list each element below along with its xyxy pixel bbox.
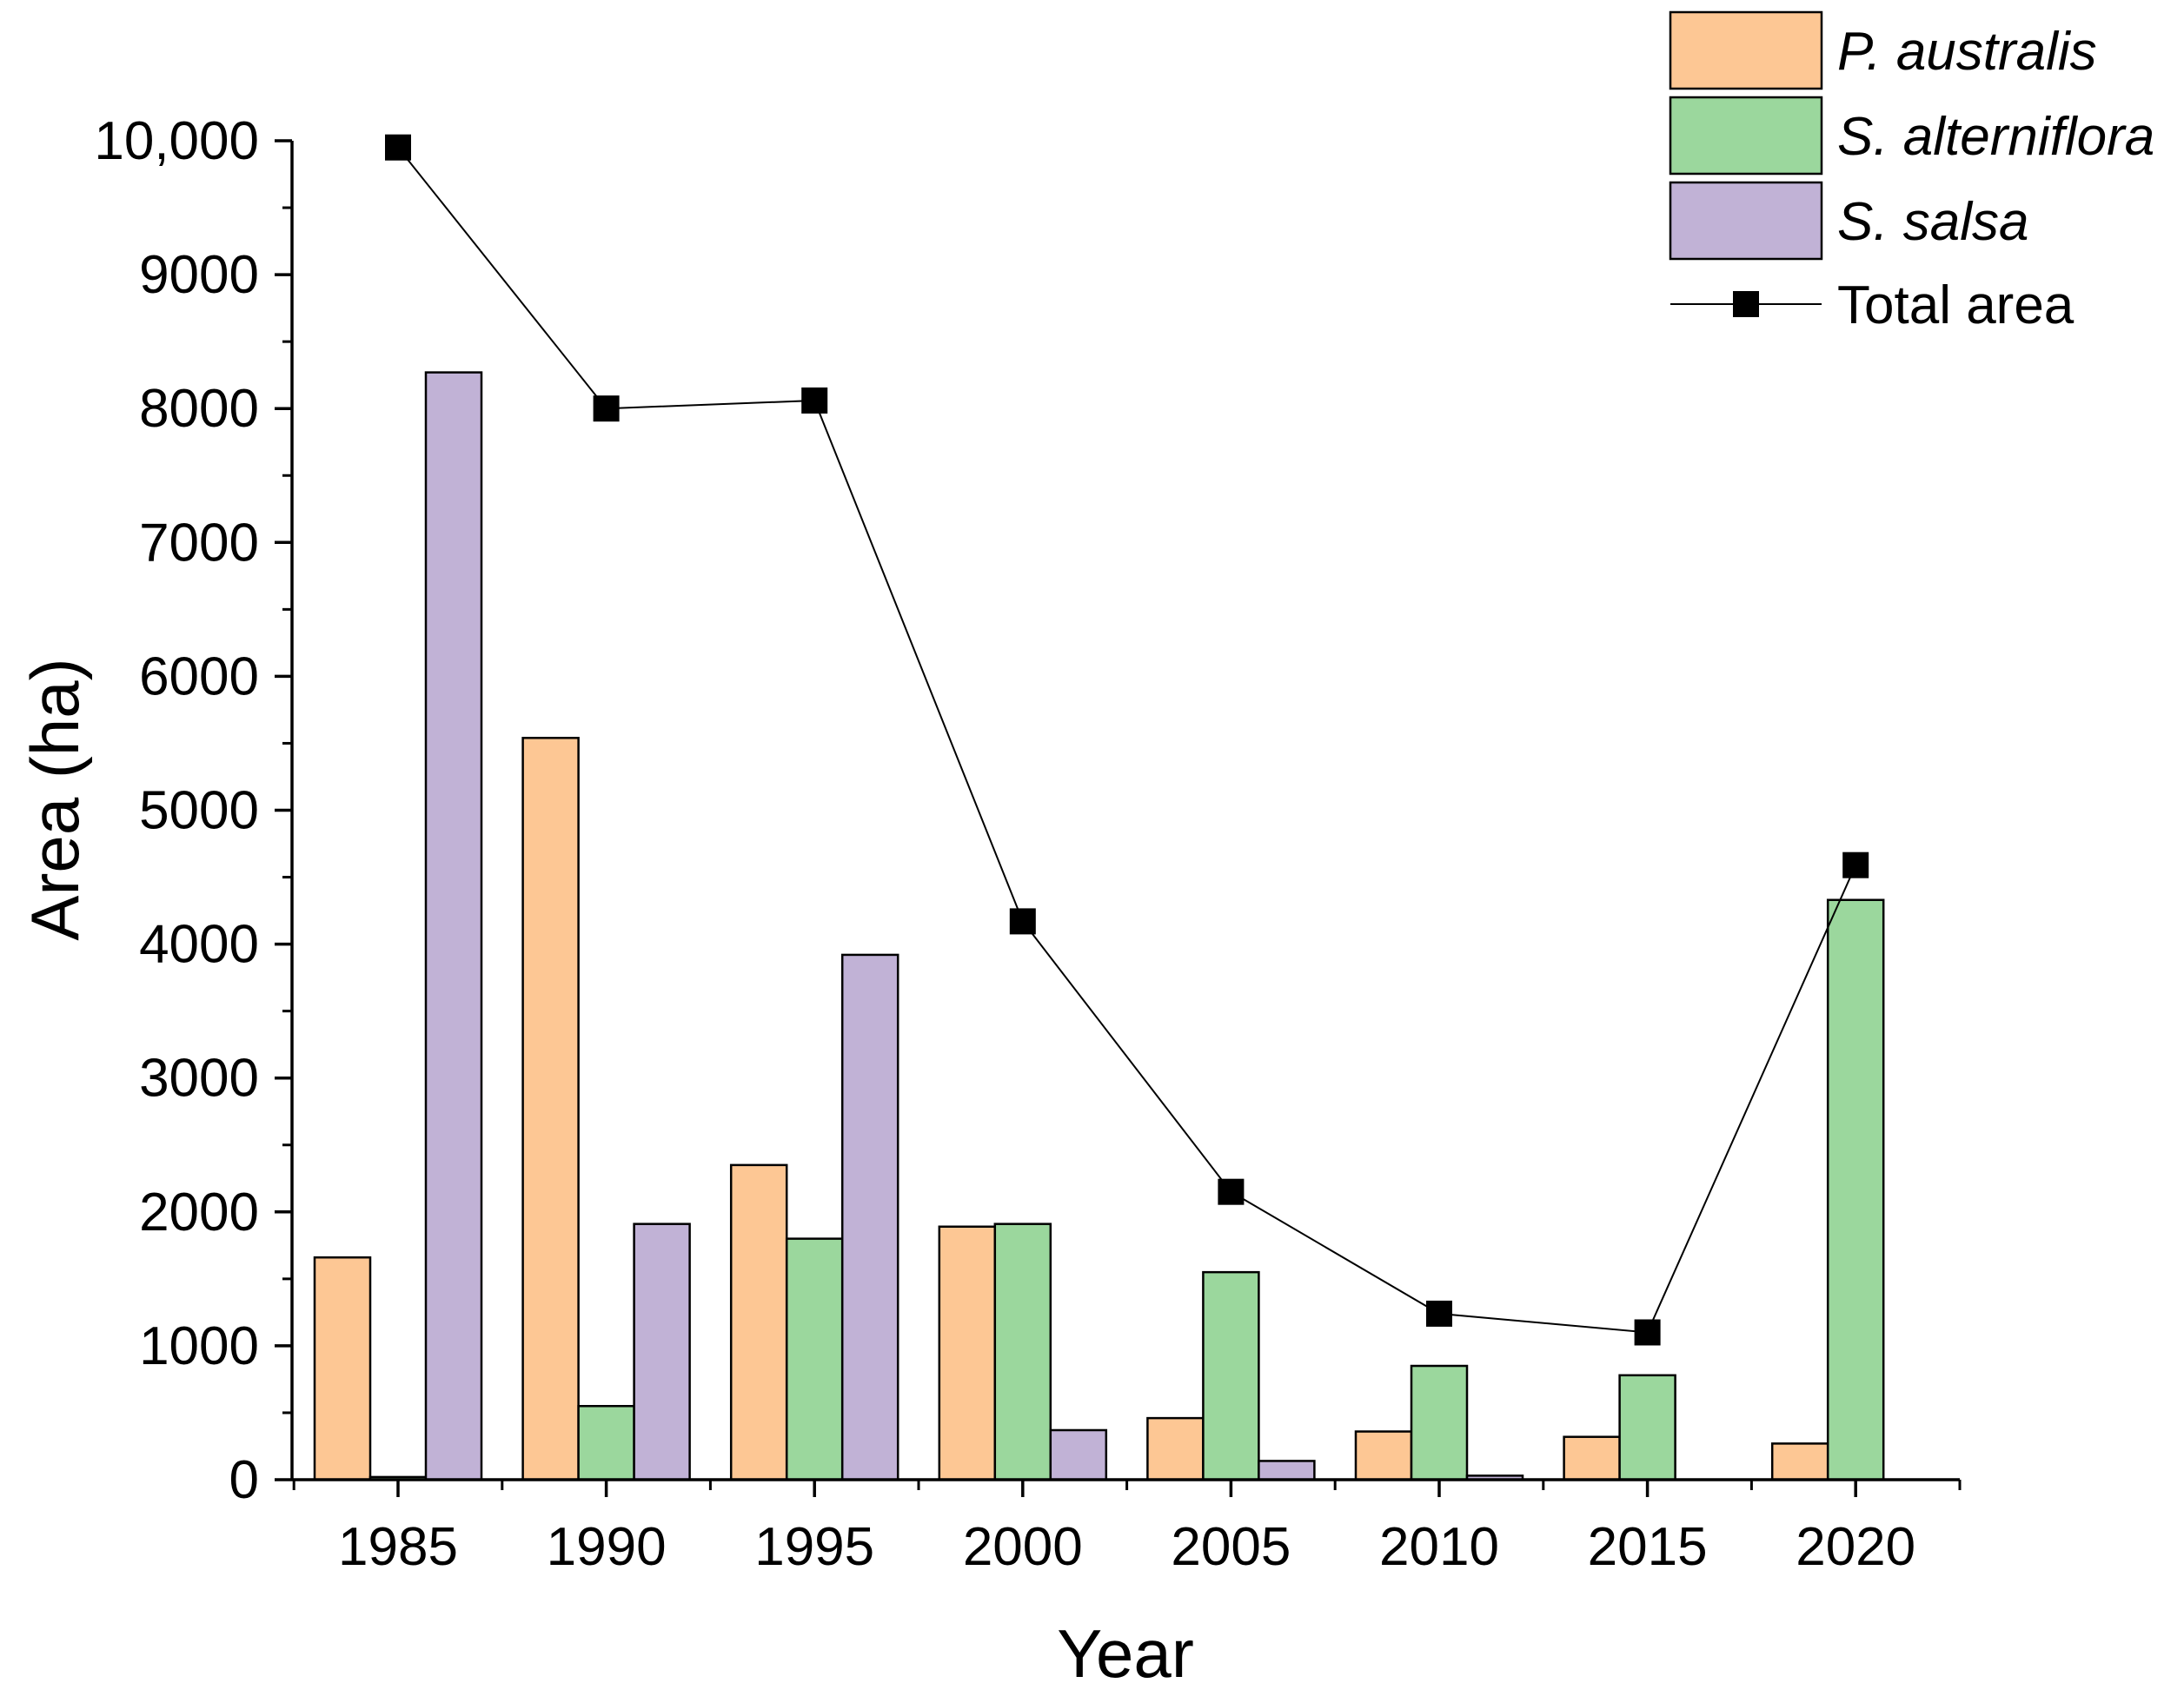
- y-tick-label: 0: [229, 1450, 259, 1510]
- total-area-line: [397, 147, 1857, 1334]
- x-tick-label: 2005: [1171, 1517, 1291, 1577]
- total-area-marker-2015: [1634, 1319, 1661, 1346]
- y-tick-label: 3000: [139, 1049, 259, 1109]
- y-tick-label: 4000: [139, 915, 259, 975]
- legend-label: S. salsa: [1837, 192, 2029, 252]
- bar-s-alterniflora-2010: [1410, 1364, 1469, 1481]
- bar-s-alterniflora-2000: [993, 1223, 1052, 1481]
- bar-s-alterniflora-1995: [785, 1237, 844, 1481]
- y-tick-label: 10,000: [94, 111, 259, 171]
- bar-s-alterniflora-2015: [1618, 1374, 1676, 1481]
- total-area-marker-1985: [385, 134, 411, 161]
- total-area-marker-2005: [1218, 1178, 1245, 1205]
- total-area-marker-2010: [1426, 1300, 1452, 1327]
- y-tick-label: 5000: [139, 781, 259, 841]
- x-tick-label: 1990: [547, 1517, 667, 1577]
- bar-p-australis-1990: [521, 737, 580, 1481]
- bar-s-salsa-1995: [840, 953, 899, 1481]
- legend-marker-sample: [1733, 291, 1759, 317]
- bar-s-salsa-1990: [633, 1223, 691, 1481]
- bar-p-australis-2015: [1563, 1435, 1621, 1481]
- bar-s-salsa-1985: [424, 371, 483, 1481]
- y-tick-label: 1000: [139, 1316, 259, 1376]
- bar-p-australis-2005: [1146, 1416, 1205, 1481]
- total-area-marker-1990: [593, 395, 620, 422]
- y-axis-title: Area (ha): [17, 658, 93, 940]
- total-area-marker-2000: [1009, 908, 1036, 935]
- legend: P. australis S. alterniflora S. salsa Total…: [1669, 10, 2154, 335]
- bar-p-australis-2000: [938, 1225, 997, 1481]
- x-tick-label: 2020: [1796, 1517, 1915, 1577]
- legend-swatch-p-australis: [1669, 10, 1823, 90]
- bar-p-australis-2010: [1354, 1430, 1413, 1481]
- y-tick-label: 6000: [139, 646, 259, 706]
- bar-s-alterniflora-2020: [1826, 898, 1885, 1481]
- bar-s-alterniflora-1990: [577, 1404, 635, 1481]
- y-tick-label: 9000: [139, 245, 259, 305]
- legend-swatch-s-alterniflora: [1669, 96, 1823, 176]
- x-tick-label: 1995: [754, 1517, 874, 1577]
- x-tick-label: 1985: [338, 1517, 458, 1577]
- bar-s-salsa-2005: [1258, 1460, 1316, 1481]
- y-tick-label: 2000: [139, 1183, 259, 1242]
- bar-p-australis-2020: [1770, 1442, 1829, 1481]
- line-layer: [385, 134, 1869, 1346]
- total-area-marker-2020: [1842, 852, 1869, 878]
- bar-s-salsa-2000: [1049, 1428, 1108, 1481]
- bar-p-australis-1985: [313, 1256, 372, 1481]
- x-axis-title: Year: [1057, 1615, 1194, 1692]
- ticks-layer: 0 1000 2000 3000 4000 5000 6000 7000 8000 9000 10,…: [94, 111, 1962, 1577]
- x-tick-label: 2010: [1379, 1517, 1499, 1577]
- bars-layer: [313, 371, 1885, 1481]
- y-tick-label: 7000: [139, 513, 259, 573]
- total-area-marker-1995: [801, 387, 828, 414]
- x-tick-label: 2000: [963, 1517, 1083, 1577]
- legend-label: S. alterniflora: [1837, 107, 2154, 167]
- legend-swatch-s-salsa: [1669, 181, 1823, 261]
- bar-p-australis-1995: [729, 1163, 788, 1481]
- legend-label: P. australis: [1837, 22, 2097, 82]
- bar-s-alterniflora-2005: [1202, 1270, 1260, 1481]
- y-tick-label: 8000: [139, 379, 259, 439]
- x-tick-label: 2015: [1588, 1517, 1708, 1577]
- legend-label: Total area: [1837, 275, 2074, 335]
